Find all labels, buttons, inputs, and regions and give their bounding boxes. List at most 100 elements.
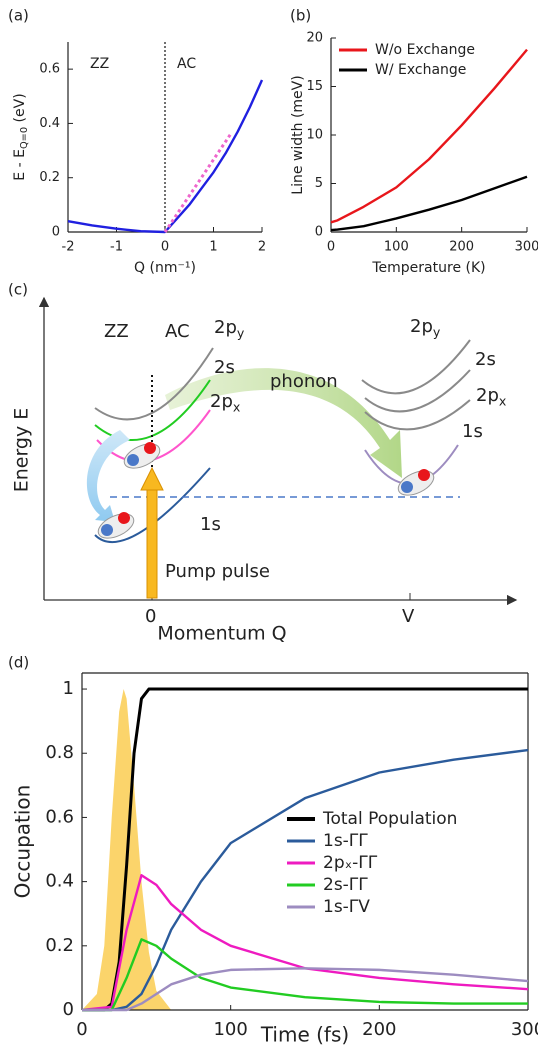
y-tick-label: 0.6: [45, 806, 74, 827]
diagram-label: V: [402, 606, 415, 627]
x-tick-label: 0: [327, 240, 335, 255]
y-tick-label: 0.2: [39, 170, 60, 185]
diagram-label: 2px: [210, 391, 241, 414]
legend-label: W/o Exchange: [375, 42, 475, 58]
y-tick-label: 20: [306, 31, 323, 46]
diagram-label-main: 1s: [462, 421, 483, 442]
y-tick-label: 0.4: [45, 871, 74, 892]
x-tick-label: 100: [384, 240, 409, 255]
x-tick-label: 0: [161, 240, 169, 255]
diagram-label: 2s: [475, 349, 496, 370]
y-tick-label: 0: [52, 225, 60, 240]
diagram-label: AC: [165, 321, 190, 342]
diagram-label: 2s: [214, 357, 235, 378]
band-2py: [361, 339, 471, 395]
pump-arrow: [146, 487, 158, 599]
diagram-label-sub: x: [499, 393, 507, 408]
band-2s: [364, 369, 471, 413]
diagram-label: Pump pulse: [165, 561, 270, 582]
diagram-label-main: ZZ: [104, 321, 129, 342]
legend-label: 1s-ΓV: [323, 897, 370, 917]
panel-label: (a): [8, 7, 29, 25]
y-axis-label-main: E - E: [12, 149, 28, 181]
y-axis-label: Line width (meV): [290, 75, 306, 194]
diagram-label-main: 2s: [475, 349, 496, 370]
y-tick-label: 5: [315, 176, 323, 191]
legend-label: Total Population: [322, 809, 457, 829]
exciton: [123, 442, 161, 469]
y-axis-label-sub: Q=0: [19, 127, 30, 149]
y-axis-label: E - EQ=0 (eV): [12, 93, 30, 180]
diagram-label-main: 2p: [214, 317, 237, 338]
diagram-label: 2py: [214, 317, 245, 340]
panel-label: (c): [8, 281, 28, 299]
diagram-label-main: 1s: [200, 514, 221, 535]
x-tick-label: 1: [209, 240, 217, 255]
diagram-label-main: Pump pulse: [165, 561, 270, 582]
y-tick-label: 0.4: [39, 116, 60, 131]
series-line: [82, 938, 528, 1012]
y-tick-label: 15: [306, 79, 323, 94]
exciton: [97, 512, 135, 539]
x-tick-label: 200: [449, 240, 474, 255]
diagram-label-main: 2p: [410, 316, 433, 337]
x-tick-label: 300: [515, 240, 538, 255]
annotation: ZZ: [90, 56, 109, 72]
series-line: [330, 175, 528, 232]
series-line: [82, 967, 529, 1012]
panel-label: (d): [8, 654, 29, 672]
y-tick-label: 0.8: [45, 742, 74, 763]
band-2py: [94, 347, 214, 421]
phonon-arrow: [165, 368, 402, 478]
x-axis-label: Momentum Q: [157, 623, 286, 645]
legend-label: 1s-ΓΓ: [323, 831, 368, 851]
diagram-label: 2py: [410, 316, 441, 339]
diagram-label: 1s: [462, 421, 483, 442]
relax-arrow: [86, 430, 130, 522]
legend-label: 2s-ΓΓ: [323, 875, 368, 895]
series-line: [163, 133, 232, 233]
diagram-label-main: 2p: [210, 391, 233, 412]
band-2px: [364, 399, 471, 431]
x-tick-label: 2: [258, 240, 266, 255]
y-axis-label: Energy E: [11, 408, 33, 493]
y-tick-label: 0.2: [45, 935, 74, 956]
y-tick-label: 0.6: [39, 62, 60, 77]
series-line: [82, 748, 529, 1012]
legend-label: 2pₓ-ΓΓ: [323, 853, 378, 873]
diagram-label-main: phonon: [270, 371, 338, 392]
y-axis-label: Occupation: [11, 785, 35, 899]
x-tick-label: -2: [62, 240, 75, 255]
y-tick-label: 0: [63, 999, 74, 1020]
diagram-label: 2px: [476, 385, 507, 408]
diagram-label-main: V: [402, 606, 415, 627]
x-axis-label: Time (fs): [260, 1023, 349, 1046]
x-tick-label: 300: [511, 1019, 538, 1040]
y-tick-label: 0: [315, 225, 323, 240]
diagram-label-main: 2s: [214, 357, 235, 378]
series-line: [67, 79, 264, 234]
pump-arrow-head: [140, 466, 164, 491]
diagram-label-main: 0: [145, 606, 156, 627]
diagram-label: ZZ: [104, 321, 129, 342]
diagram-label-sub: y: [237, 325, 245, 340]
diagram-label-sub: y: [433, 324, 441, 339]
x-tick-label: 0: [76, 1019, 87, 1040]
diagram-label-sub: x: [233, 399, 241, 414]
diagram-label-main: AC: [165, 321, 190, 342]
band-1s: [94, 467, 211, 544]
diagram-label: 0: [145, 606, 156, 627]
diagram-label-main: 2p: [476, 385, 499, 406]
y-tick-label: 1: [63, 678, 74, 699]
x-tick-label: 200: [362, 1019, 396, 1040]
exciton: [397, 469, 435, 496]
annotation: AC: [177, 56, 196, 72]
y-tick-label: 10: [306, 128, 323, 143]
series-line: [81, 874, 529, 1012]
y-axis-label-after: (eV): [12, 93, 28, 127]
x-tick-label: -1: [110, 240, 123, 255]
series-line: [330, 48, 528, 224]
diagram-label: phonon: [270, 371, 338, 392]
x-axis-label: Q (nm⁻¹): [134, 260, 196, 276]
